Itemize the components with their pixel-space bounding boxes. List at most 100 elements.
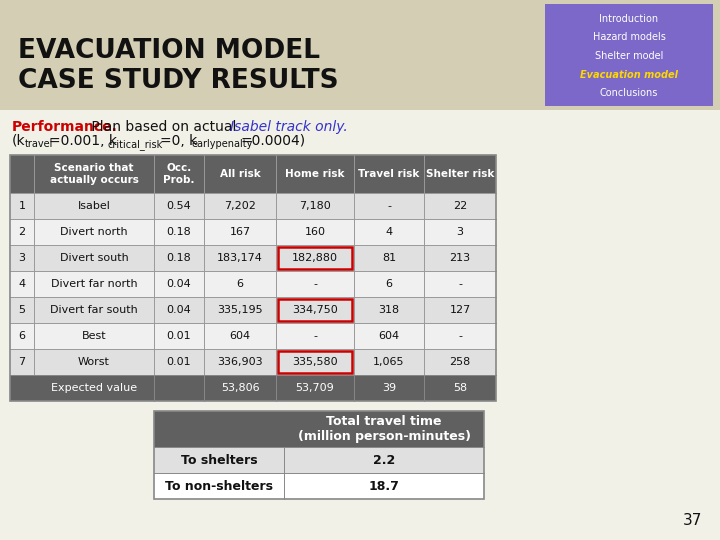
Text: Home risk: Home risk [285,169,345,179]
Text: 2: 2 [19,227,26,237]
Text: 160: 160 [305,227,325,237]
Bar [278,299,352,321]
Text: Occ.
Prob.: Occ. Prob. [163,163,194,185]
Text: =0.001, k: =0.001, k [49,134,117,148]
Text: Divert south: Divert south [60,253,128,263]
Text: 334,750: 334,750 [292,305,338,315]
Text: Performance.: Performance. [12,120,118,134]
Text: Worst: Worst [78,357,110,367]
Text: 6: 6 [236,279,243,289]
Text: 0.01: 0.01 [167,331,192,341]
Text: 0.04: 0.04 [166,279,192,289]
Bar [278,351,352,373]
Text: 0.54: 0.54 [166,201,192,211]
Bar [10,245,496,271]
Text: 604: 604 [379,331,400,341]
Text: EVACUATION MODEL: EVACUATION MODEL [18,38,320,64]
Text: 58: 58 [453,383,467,393]
Text: 183,174: 183,174 [217,253,263,263]
Text: 53,806: 53,806 [221,383,259,393]
Text: Shelter risk: Shelter risk [426,169,494,179]
Bar [10,297,496,323]
Text: 127: 127 [449,305,471,315]
Text: 6: 6 [385,279,392,289]
Text: Divert far north: Divert far north [50,279,138,289]
Text: -: - [313,331,317,341]
Text: 37: 37 [683,513,702,528]
Bar [10,349,496,375]
Text: Conclusions: Conclusions [600,88,658,98]
Text: 0.18: 0.18 [166,227,192,237]
Bar [10,375,496,401]
Text: 167: 167 [230,227,251,237]
Text: Total travel time
(million person-minutes): Total travel time (million person-minute… [297,415,470,443]
Text: Plan based on actual: Plan based on actual [87,120,240,134]
Text: -: - [313,279,317,289]
Text: =0.0004): =0.0004) [240,134,305,148]
Text: Introduction: Introduction [600,14,659,24]
Text: =0, k: =0, k [160,134,197,148]
Text: 18.7: 18.7 [369,480,400,492]
Bar [154,411,484,499]
Bar [154,447,484,473]
Text: Divert far south: Divert far south [50,305,138,315]
Text: To non-shelters: To non-shelters [165,480,273,492]
Text: 335,580: 335,580 [292,357,338,367]
Bar [545,4,713,106]
Text: 6: 6 [19,331,25,341]
Text: 4: 4 [385,227,392,237]
Text: Scenario that
actually occurs: Scenario that actually occurs [50,163,138,185]
Text: 53,709: 53,709 [296,383,334,393]
Bar [154,473,484,499]
Text: 7,180: 7,180 [299,201,331,211]
Text: 0.01: 0.01 [167,357,192,367]
Text: 2.2: 2.2 [373,454,395,467]
Text: 7,202: 7,202 [224,201,256,211]
Text: 3: 3 [456,227,464,237]
Text: 0.18: 0.18 [166,253,192,263]
Text: 1: 1 [19,201,25,211]
Text: 336,903: 336,903 [217,357,263,367]
Text: -: - [458,279,462,289]
Text: Shelter model: Shelter model [595,51,663,61]
Text: 258: 258 [449,357,471,367]
Text: 22: 22 [453,201,467,211]
Text: travel: travel [25,139,53,149]
Text: CASE STUDY RESULTS: CASE STUDY RESULTS [18,68,338,94]
Bar [10,155,496,193]
Text: 318: 318 [379,305,400,315]
Text: 335,195: 335,195 [217,305,263,315]
Text: (k: (k [12,134,26,148]
Bar [10,193,496,219]
Bar [10,155,496,401]
Bar [0,0,720,110]
Text: Expected value: Expected value [51,383,137,393]
Text: Best: Best [81,331,107,341]
Text: 3: 3 [19,253,25,263]
Text: 81: 81 [382,253,396,263]
Text: Isabel: Isabel [78,201,110,211]
Bar [278,247,352,269]
Text: Isabel track only.: Isabel track only. [230,120,348,134]
Bar [154,411,484,447]
Text: Divert north: Divert north [60,227,128,237]
Text: All risk: All risk [220,169,261,179]
Text: 39: 39 [382,383,396,393]
Text: 4: 4 [19,279,26,289]
Text: 182,880: 182,880 [292,253,338,263]
Text: Evacuation model: Evacuation model [580,70,678,79]
Text: Hazard models: Hazard models [593,32,665,43]
Text: To shelters: To shelters [181,454,257,467]
Bar [10,271,496,297]
Text: -: - [458,331,462,341]
Bar [10,219,496,245]
Text: Travel risk: Travel risk [359,169,420,179]
Text: -: - [387,201,391,211]
Text: 604: 604 [230,331,251,341]
Text: critical_risk: critical_risk [107,139,163,150]
Bar [10,323,496,349]
Text: 213: 213 [449,253,471,263]
Text: 7: 7 [19,357,26,367]
Text: 0.04: 0.04 [166,305,192,315]
Text: 1,065: 1,065 [373,357,405,367]
